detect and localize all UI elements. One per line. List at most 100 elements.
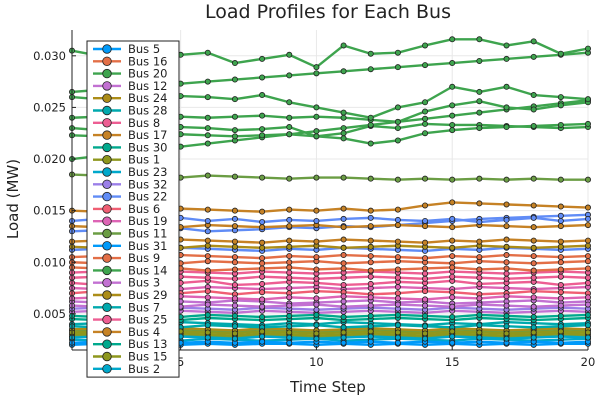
legend-label: Bus 20 [128, 67, 167, 81]
data-point [313, 266, 320, 273]
legend-marker [102, 241, 112, 251]
legend-marker [102, 228, 112, 239]
data-point [585, 253, 592, 260]
data-point [231, 259, 238, 266]
data-point [557, 333, 564, 340]
data-point [557, 50, 564, 57]
data-point [259, 289, 266, 296]
data-point [367, 237, 374, 244]
data-point [286, 51, 293, 58]
data-point [503, 270, 510, 277]
data-point [476, 274, 483, 281]
data-point [394, 118, 401, 125]
legend-marker [102, 302, 112, 313]
data-point [422, 239, 429, 246]
data-point [340, 174, 347, 181]
data-point [503, 176, 510, 183]
legend-label: Bus 12 [128, 79, 167, 93]
data-point [204, 311, 211, 318]
data-point [286, 99, 293, 106]
data-point [259, 126, 266, 133]
data-point [449, 83, 456, 90]
data-point [286, 285, 293, 292]
data-point [313, 275, 320, 282]
data-point [449, 313, 456, 320]
legend-item: Bus 29 [93, 288, 167, 302]
data-point [585, 322, 592, 329]
legend-item: Bus 4 [93, 325, 160, 339]
data-point [340, 215, 347, 222]
data-point [449, 333, 456, 340]
data-point [585, 311, 592, 318]
data-point [286, 253, 293, 260]
data-point [449, 339, 456, 346]
data-point [503, 285, 510, 292]
data-point [557, 289, 564, 296]
data-point [286, 175, 293, 182]
data-point [585, 176, 592, 183]
data-point [394, 49, 401, 56]
data-point [367, 338, 374, 345]
legend-marker [102, 351, 112, 362]
data-point [557, 259, 564, 266]
data-point [367, 280, 374, 287]
data-point [259, 239, 266, 246]
data-point [503, 302, 510, 309]
legend-item: Bus 12 [93, 79, 167, 93]
data-point [557, 339, 564, 346]
data-point [503, 275, 510, 282]
data-point [231, 281, 238, 288]
data-point [313, 322, 320, 329]
data-point [259, 338, 266, 345]
data-point [557, 295, 564, 302]
data-point [503, 293, 510, 300]
data-point [259, 208, 266, 215]
data-point [449, 127, 456, 134]
data-point [476, 88, 483, 95]
data-point [530, 123, 537, 130]
data-point [422, 99, 429, 106]
data-point [422, 288, 429, 295]
legend-item: Bus 14 [93, 263, 167, 277]
legend-label: Bus 4 [128, 325, 160, 339]
data-point [476, 98, 483, 105]
data-point [449, 102, 456, 109]
data-point [231, 76, 238, 83]
data-point [530, 106, 537, 113]
data-point [476, 329, 483, 336]
data-point [340, 224, 347, 231]
data-point [394, 284, 401, 291]
data-point [422, 223, 429, 230]
data-point [313, 301, 320, 308]
data-point [340, 130, 347, 137]
legend-item: Bus 17 [93, 128, 167, 142]
data-point [204, 228, 211, 235]
data-point [585, 334, 592, 341]
data-point [422, 62, 429, 69]
y-tick-label: 0.010 [33, 255, 66, 269]
data-point [503, 201, 510, 208]
data-point [394, 176, 401, 183]
data-point [313, 104, 320, 111]
data-point [422, 270, 429, 277]
data-point [503, 265, 510, 272]
data-point [286, 264, 293, 271]
legend-item: Bus 25 [93, 313, 167, 327]
data-point [422, 130, 429, 137]
data-point [367, 223, 374, 230]
x-tick-label: 10 [309, 355, 324, 369]
data-point [530, 267, 537, 274]
data-point [313, 113, 320, 120]
data-point [286, 274, 293, 281]
legend-label: Bus 9 [128, 251, 160, 265]
data-point [530, 92, 537, 99]
data-point [530, 313, 537, 320]
data-point [449, 264, 456, 271]
data-point [313, 70, 320, 77]
data-point [286, 302, 293, 309]
legend-item: Bus 5 [93, 42, 160, 56]
data-point [503, 124, 510, 131]
data-point [557, 328, 564, 335]
data-point [313, 295, 320, 302]
legend-label: Bus 32 [128, 177, 167, 191]
